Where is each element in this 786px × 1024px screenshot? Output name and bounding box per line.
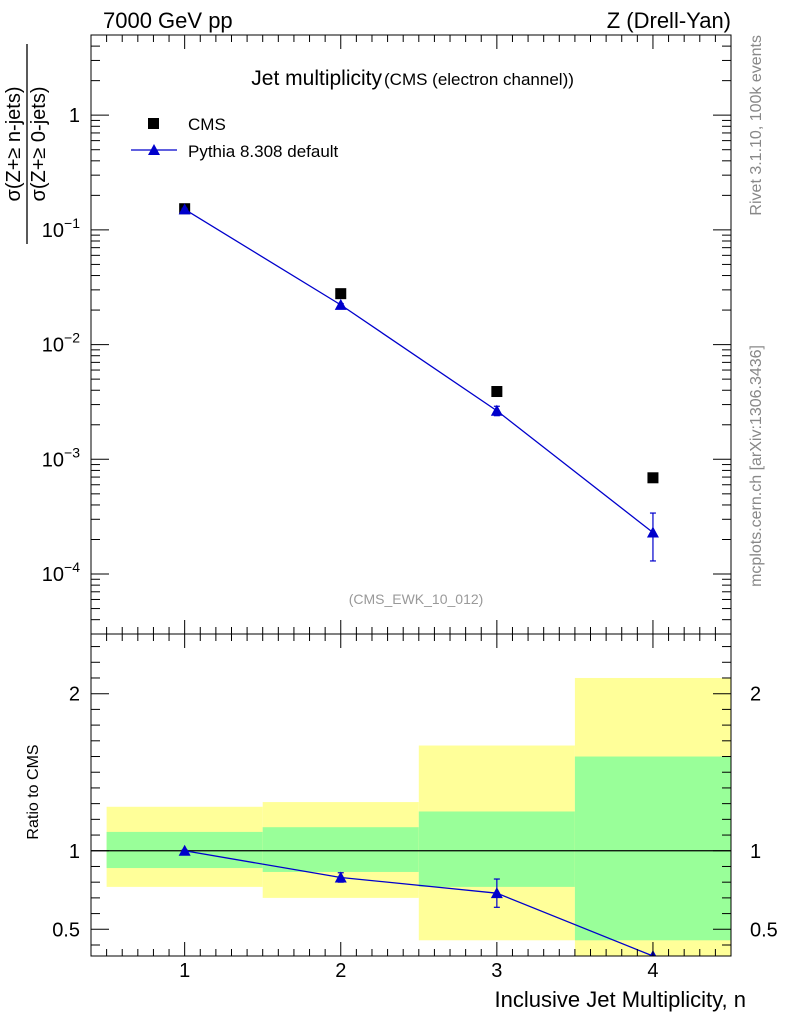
main-panel-content xyxy=(178,203,659,562)
ratio-data-point xyxy=(178,844,191,856)
main-y-axis-label: σ(Z+≥ n-jets) σ(Z+≥ 0-jets) xyxy=(3,44,50,244)
cms-data-point xyxy=(647,472,659,484)
ratio-panel-frame xyxy=(90,633,732,957)
ratio-panel-axes: 1 2 3 4 0.5 0.5 1 1 2 2 xyxy=(52,634,778,982)
chart-title: Jet multiplicity xyxy=(251,67,382,90)
x-tick-label: 4 xyxy=(647,960,658,982)
y-label-numerator: σ(Z+≥ n-jets) xyxy=(3,87,25,202)
ratio-y-tick-label-right: 1 xyxy=(750,841,761,863)
pythia-data-point xyxy=(490,404,503,416)
ratio-data-point xyxy=(490,887,503,899)
stat-uncertainty-band xyxy=(418,811,575,887)
legend: CMS Pythia 8.308 default xyxy=(131,115,339,161)
main-panel-axes: 1 10−1 10−2 10−3 10−4 xyxy=(42,34,732,635)
side-label-top: Rivet 3.1.10, 100k events xyxy=(748,35,765,216)
analysis-annotation: (CMS_EWK_10_012) xyxy=(349,591,484,607)
legend-pythia-marker xyxy=(148,144,160,155)
ratio-y-tick-label-right: 2 xyxy=(750,684,761,706)
main-y-tick-label: 10−1 xyxy=(42,215,80,242)
main-panel: 1 10−1 10−2 10−3 10−4 Jet multiplicity (CMS … xyxy=(3,34,732,635)
ratio-pythia-line xyxy=(184,850,654,956)
ratio-y-tick-label-left: 2 xyxy=(69,684,80,706)
ratio-panel: 1 2 3 4 0.5 0.5 1 1 2 2 Ratio to CMS Inclusive Je… xyxy=(25,633,778,1012)
main-y-tick-label: 10−4 xyxy=(42,559,80,586)
main-y-tick-label: 10−3 xyxy=(42,444,80,471)
y-label-denominator: σ(Z+≥ 0-jets) xyxy=(28,87,50,202)
ratio-y-tick-label-left: 0.5 xyxy=(52,919,80,941)
stat-uncertainty-band xyxy=(574,756,731,941)
legend-cms-marker xyxy=(148,118,159,129)
pythia-data-point xyxy=(334,298,347,310)
header-right: Z (Drell-Yan) xyxy=(607,8,731,33)
stat-uncertainty-band xyxy=(262,827,419,872)
x-axis-label: Inclusive Jet Multiplicity, n xyxy=(495,987,746,1012)
x-tick-label: 3 xyxy=(491,960,502,982)
pythia-line xyxy=(184,208,654,534)
header-left: 7000 GeV pp xyxy=(103,8,233,33)
legend-pythia-label: Pythia 8.308 default xyxy=(188,142,339,161)
ratio-y-tick-label-left: 1 xyxy=(69,841,80,863)
ratio-y-tick-label-right: 0.5 xyxy=(750,919,778,941)
main-y-tick-label: 1 xyxy=(69,105,80,127)
cms-data-point xyxy=(491,386,503,398)
main-panel-frame xyxy=(90,34,732,635)
chart-subtitle: (CMS (electron channel)) xyxy=(384,70,574,89)
x-tick-label: 1 xyxy=(179,960,190,982)
ratio-y-axis-label: Ratio to CMS xyxy=(25,744,42,839)
legend-cms-label: CMS xyxy=(188,115,226,134)
ratio-data-point xyxy=(334,871,347,883)
main-y-tick-label: 10−2 xyxy=(42,330,80,357)
side-label-bottom: mcplots.cern.ch [arXiv:1306.3436] xyxy=(748,345,765,587)
pythia-data-point xyxy=(178,203,191,215)
ratio-panel-content xyxy=(91,677,731,956)
cms-data-point xyxy=(335,288,347,300)
x-tick-label: 2 xyxy=(335,960,346,982)
pythia-data-point xyxy=(646,526,659,538)
